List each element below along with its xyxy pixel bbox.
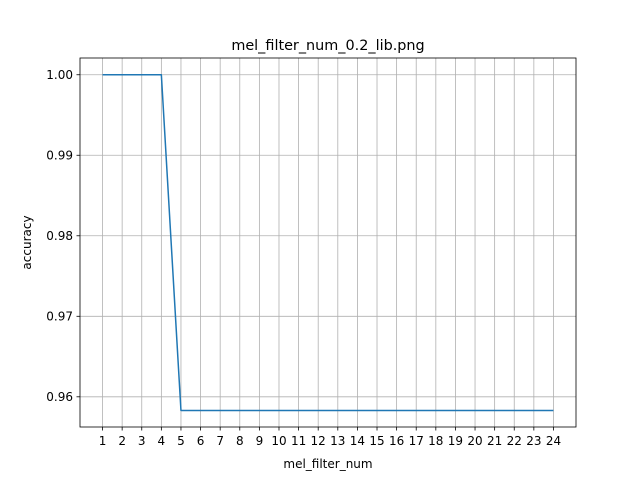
x-tick-label: 11 xyxy=(291,434,306,448)
x-tick-label: 13 xyxy=(330,434,345,448)
x-tick-label: 14 xyxy=(350,434,365,448)
series-line xyxy=(102,74,554,412)
x-tick-label: 1 xyxy=(99,434,107,448)
x-tick-label: 6 xyxy=(197,434,205,448)
x-tick-label: 12 xyxy=(311,434,326,448)
grid xyxy=(80,58,576,427)
y-axis-label: accuracy xyxy=(20,215,34,269)
y-axis: 0.96 0.97 0.98 0.99 1.00 xyxy=(46,68,80,404)
x-tick-label: 9 xyxy=(256,434,264,448)
y-tick-label: 0.97 xyxy=(46,309,73,323)
series-layer xyxy=(102,74,554,412)
x-axis: 1 2 3 4 5 6 7 8 9 10 11 12 13 14 15 16 17 18 19 20 21 22 23 24 xyxy=(99,427,561,448)
x-tick-label: 5 xyxy=(177,434,185,448)
chart-title: mel_filter_num_0.2_lib.png xyxy=(231,38,424,54)
x-tick-label: 23 xyxy=(526,434,541,448)
y-tick-label: 0.99 xyxy=(46,148,73,162)
x-tick-label: 10 xyxy=(271,434,286,448)
x-tick-label: 24 xyxy=(546,434,561,448)
x-tick-label: 8 xyxy=(236,434,244,448)
x-tick-label: 18 xyxy=(428,434,443,448)
x-tick-label: 19 xyxy=(448,434,463,448)
x-tick-label: 3 xyxy=(138,434,146,448)
x-tick-label: 21 xyxy=(487,434,502,448)
x-axis-label: mel_filter_num xyxy=(283,457,372,471)
x-tick-label: 4 xyxy=(158,434,166,448)
y-tick-label: 0.96 xyxy=(46,390,73,404)
y-tick-label: 1.00 xyxy=(46,68,73,82)
x-tick-label: 22 xyxy=(507,434,522,448)
x-tick-label: 17 xyxy=(409,434,424,448)
x-tick-label: 15 xyxy=(369,434,384,448)
x-tick-label: 20 xyxy=(467,434,482,448)
x-tick-label: 16 xyxy=(389,434,404,448)
plot-frame xyxy=(79,57,577,428)
x-tick-label: 2 xyxy=(118,434,126,448)
x-tick-label: 7 xyxy=(216,434,224,448)
y-tick-label: 0.98 xyxy=(46,229,73,243)
